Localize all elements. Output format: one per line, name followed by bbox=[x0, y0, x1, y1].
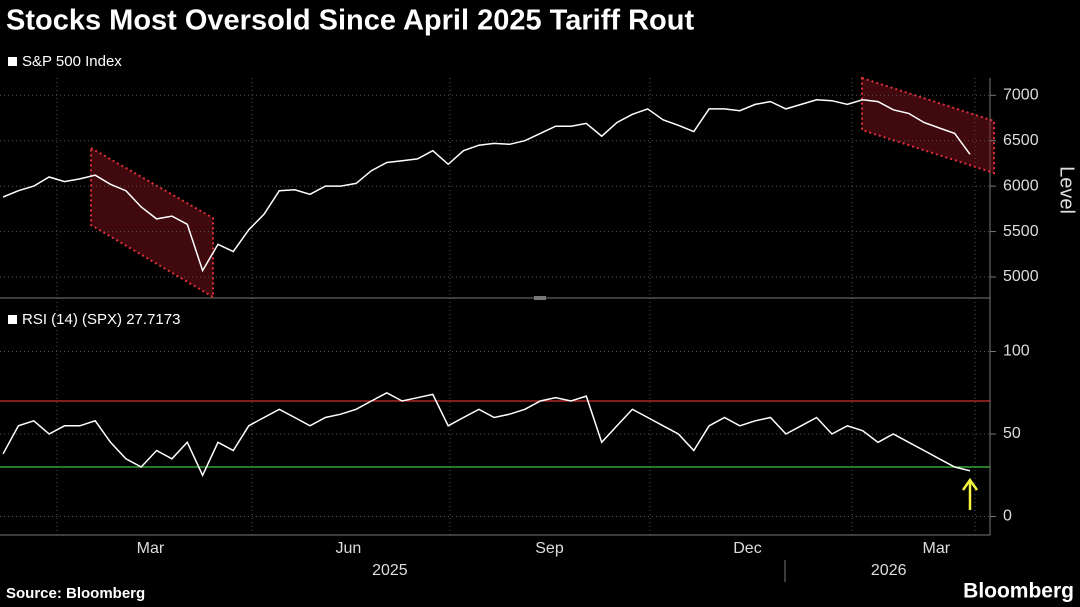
logo: Bloomberg bbox=[963, 580, 1074, 603]
y-tick-label: 6000 bbox=[1003, 177, 1039, 194]
x-tick-label: Sep bbox=[535, 540, 564, 557]
y-tick-label: 100 bbox=[1003, 343, 1030, 360]
legend-label: S&P 500 Index bbox=[22, 53, 122, 70]
vertical-grid bbox=[56, 78, 976, 535]
arrow bbox=[961, 477, 979, 510]
x-tick-label: Mar bbox=[137, 540, 165, 557]
y-tick-label: 5500 bbox=[1003, 223, 1039, 240]
legend-name: RSI (14) (SPX) bbox=[22, 311, 122, 328]
y-tick-label: 7000 bbox=[1003, 86, 1039, 103]
channel-annotation bbox=[861, 76, 995, 175]
legend-value: 27.7173 bbox=[126, 311, 180, 328]
legend-swatch bbox=[8, 57, 17, 66]
source: Source: Bloomberg bbox=[6, 585, 145, 602]
chart-title: Stocks Most Oversold Since April 2025 Ta… bbox=[6, 5, 694, 37]
series-line bbox=[2, 391, 971, 478]
year-label: 2025 bbox=[372, 562, 408, 579]
y-axis-label: Level bbox=[1056, 166, 1078, 214]
y-tick-label: 5000 bbox=[1003, 268, 1039, 285]
year-label: 2026 bbox=[871, 562, 907, 579]
y-tick-label: 50 bbox=[1003, 425, 1021, 442]
x-tick-label: Dec bbox=[733, 540, 761, 557]
channel-annotation bbox=[90, 146, 214, 299]
y-tick-label: 0 bbox=[1003, 508, 1012, 525]
legend-swatch bbox=[8, 315, 17, 324]
x-tick-label: Jun bbox=[336, 540, 362, 557]
y-tick-label: 6500 bbox=[1003, 132, 1039, 149]
series-line bbox=[2, 99, 971, 273]
legend-label: RSI (14) (SPX) 27.7173 bbox=[22, 311, 180, 328]
panel-handle bbox=[534, 296, 546, 300]
x-tick-label: Mar bbox=[922, 540, 950, 557]
